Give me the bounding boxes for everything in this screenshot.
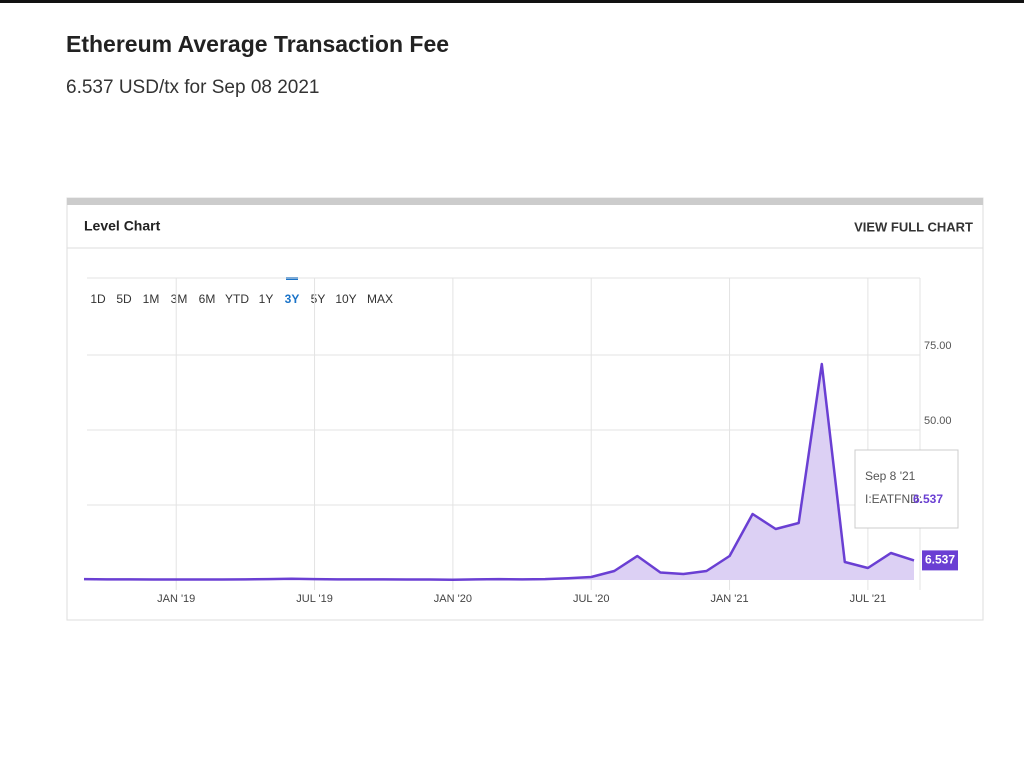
tooltip-series: I:EATFND: — [865, 492, 922, 506]
x-tick-label: JUL '20 — [573, 593, 610, 605]
tooltip-value: 6.537 — [913, 492, 943, 506]
range-button[interactable]: 10Y — [335, 292, 356, 306]
panel-title: Level Chart — [84, 218, 161, 234]
panel — [66, 197, 984, 621]
page-subtitle: 6.537 USD/tx for Sep 08 2021 — [66, 77, 320, 98]
last-value-box — [922, 550, 958, 571]
range-button[interactable]: YTD — [225, 292, 249, 306]
range-button[interactable]: 3M — [171, 292, 188, 306]
x-tick-label: JUL '21 — [850, 593, 887, 605]
line — [83, 362, 915, 581]
range-button[interactable]: 1Y — [259, 292, 274, 306]
x-tick-label: JUL '19 — [296, 593, 333, 605]
tooltip-date: Sep 8 '21 — [865, 469, 916, 483]
range-button[interactable]: 5D — [116, 292, 132, 306]
range-button[interactable]: 3Y — [285, 292, 300, 306]
x-tick-label: JAN '21 — [710, 593, 748, 605]
range-button[interactable]: MAX — [367, 292, 393, 306]
page-title: Ethereum Average Transaction Fee — [66, 31, 449, 57]
y-tick-label: 50.00 — [924, 415, 952, 427]
x-tick-label: JAN '20 — [434, 593, 472, 605]
last-value-label: 6.537 — [925, 553, 955, 567]
x-tick-label: JAN '19 — [157, 593, 195, 605]
tooltip — [854, 449, 959, 529]
y-tick-label: 75.00 — [924, 340, 952, 352]
range-button[interactable]: 1D — [90, 292, 106, 306]
top-border — [0, 0, 1024, 3]
view-full-chart[interactable]: VIEW FULL CHART — [854, 219, 973, 234]
range-button[interactable]: 5Y — [311, 292, 326, 306]
range-button[interactable]: 6M — [199, 292, 216, 306]
panel-bar — [67, 198, 983, 205]
area — [84, 364, 914, 580]
range-button[interactable]: 1M — [143, 292, 160, 306]
